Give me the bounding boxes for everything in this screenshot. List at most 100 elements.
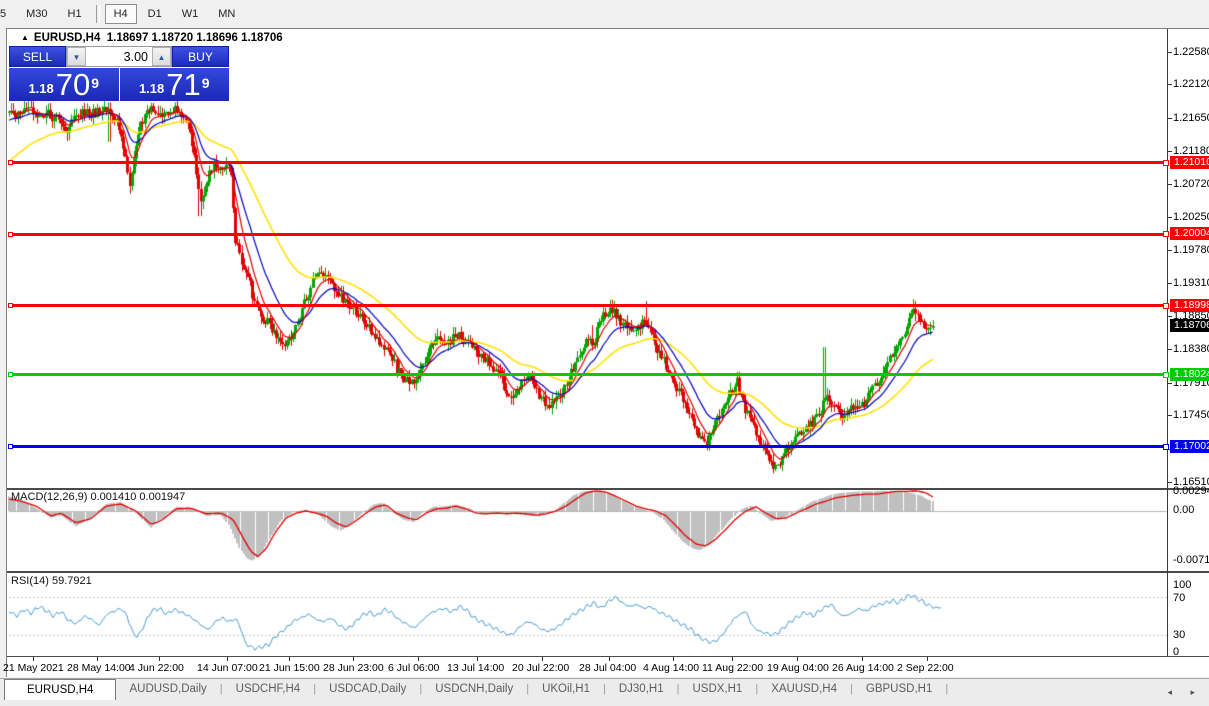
time-axis-tick [927, 657, 928, 661]
price-scale-label: 1.20720 [1173, 178, 1209, 190]
chart-tab-eurusd[interactable]: EURUSD,H4 [4, 679, 117, 700]
price-scale-tick [1167, 118, 1172, 119]
buy-price-pips: 71 [166, 67, 201, 102]
one-click-trading-panel: SELL ▼ ▲ BUY 1.18 70 9 1.18 71 9 [9, 46, 229, 101]
chart-tab-usdx[interactable]: USDX,H1 [692, 683, 743, 695]
timeframe-button-m30[interactable]: M30 [26, 7, 48, 20]
price-chart-canvas[interactable] [8, 30, 1209, 657]
volume-increase-button[interactable]: ▲ [152, 47, 171, 66]
level-1.21010-axis-handle [1163, 160, 1169, 166]
price-scale-tick [1167, 283, 1172, 284]
timeframe-button-h1[interactable]: H1 [67, 7, 82, 20]
line-handle-icon[interactable] [8, 444, 13, 449]
horizontal-level-line-1.20004[interactable] [9, 233, 1167, 236]
price-scale-tick [1167, 316, 1172, 317]
time-axis-label: 4 Jun 22:00 [129, 662, 184, 674]
line-handle-icon[interactable] [8, 372, 13, 377]
price-scale-label: 1.22120 [1173, 78, 1209, 90]
timeframe-button-d1[interactable]: D1 [147, 7, 162, 20]
price-scale-tick [1167, 52, 1172, 53]
macd-scale-zero: 0.00 [1173, 504, 1195, 516]
sell-price-display[interactable]: 1.18 70 9 [9, 68, 119, 101]
time-axis-tick [542, 657, 543, 661]
chart-tab-gbpusd[interactable]: GBPUSD,H1 [865, 683, 933, 695]
level-1.18024-axis-label: 1.18024 [1170, 368, 1209, 381]
chart-tab-ukoil[interactable]: UKOil,H1 [542, 683, 590, 695]
chart-tab-dj30[interactable]: DJ30,H1 [618, 683, 664, 695]
timeframe-button-h4[interactable]: H4 [104, 3, 137, 24]
tab-divider: | [526, 683, 530, 695]
time-axis-label: 20 Jul 22:00 [512, 662, 570, 674]
buy-price-figure: 1.18 [138, 81, 165, 96]
chart-tab-xauusd[interactable]: XAUUSD,H4 [771, 683, 838, 695]
tab-divider: | [313, 683, 317, 695]
time-axis-tick [289, 657, 290, 661]
time-axis-label: 4 Aug 14:00 [643, 662, 700, 674]
price-scale-label: 1.20250 [1173, 211, 1209, 223]
horizontal-level-line-1.18998[interactable] [9, 304, 1167, 307]
chart-tab-usdcad[interactable]: USDCAD,Daily [329, 683, 407, 695]
price-scale-tick [1167, 151, 1172, 152]
collapse-triangle-icon[interactable]: ▲ [21, 33, 29, 42]
time-axis-tick [353, 657, 354, 661]
timeframe-button-5[interactable]: 5 [0, 7, 7, 20]
timeframe-button-mn[interactable]: MN [218, 7, 236, 20]
line-handle-icon[interactable] [8, 160, 13, 165]
price-scale-label: 1.19780 [1173, 244, 1209, 256]
time-axis-label: 11 Aug 22:00 [702, 662, 764, 674]
tab-scroll-arrows[interactable]: ◂ ▸ [1167, 687, 1203, 697]
time-axis-label: 28 May 14:00 [67, 662, 131, 674]
symbol-title: EURUSD,H4 [33, 32, 101, 44]
rsi-scale-label-100: 100 [1173, 579, 1192, 591]
buy-price-point: 9 [201, 75, 210, 91]
chart-tab-audusd[interactable]: AUDUSD,Daily [129, 683, 207, 695]
price-scale-tick [1167, 184, 1172, 185]
time-axis-tick [732, 657, 733, 661]
level-1.18024-axis-handle [1163, 372, 1169, 378]
price-scale-tick [1167, 349, 1172, 350]
time-axis-tick [97, 657, 98, 661]
chart-tab-usdcnh[interactable]: USDCNH,Daily [435, 683, 514, 695]
sell-button[interactable]: SELL [9, 46, 66, 67]
horizontal-level-line-1.17002[interactable] [9, 445, 1167, 448]
price-scale-divider [1167, 29, 1168, 656]
price-scale-tick [1167, 482, 1172, 483]
tab-divider: | [676, 683, 680, 695]
line-handle-icon[interactable] [8, 232, 13, 237]
volume-decrease-button[interactable]: ▼ [67, 47, 86, 66]
time-axis-label: 6 Jul 06:00 [388, 662, 440, 674]
sell-price-pips: 70 [55, 67, 91, 102]
level-1.17002-axis-handle [1163, 444, 1169, 450]
horizontal-level-line-1.18024[interactable] [9, 373, 1167, 376]
toolbar-separator [95, 4, 100, 23]
time-axis-tick [673, 657, 674, 661]
price-scale-label: 1.17450 [1173, 409, 1209, 421]
timeframe-button-w1[interactable]: W1 [181, 7, 199, 20]
chart-window: ▲ EURUSD,H4 1.18697 1.18720 1.18696 1.187… [3, 28, 1209, 677]
buy-price-display[interactable]: 1.18 71 9 [119, 67, 229, 102]
ohlc-values: 1.18697 1.18720 1.18696 1.18706 [106, 32, 283, 44]
time-axis-label: 28 Jul 04:00 [579, 662, 637, 674]
chart-tab-usdchf[interactable]: USDCHF,H4 [235, 683, 301, 695]
rsi-indicator-label: RSI(14) 59.7921 [11, 575, 92, 587]
price-scale-label: 1.16510 [1173, 476, 1209, 488]
current-price-axis-label: 1.18706 [1170, 319, 1209, 332]
macd-panel-separator[interactable] [7, 488, 1209, 490]
time-axis-tick [862, 657, 863, 661]
price-scale-label: 1.21180 [1173, 145, 1209, 157]
time-axis-label: 19 Aug 04:00 [767, 662, 829, 674]
price-scale-tick [1167, 449, 1172, 450]
horizontal-level-line-1.21010[interactable] [9, 161, 1167, 164]
line-handle-icon[interactable] [8, 303, 13, 308]
price-scale-tick [1167, 415, 1172, 416]
level-1.21010-axis-label: 1.21010 [1170, 156, 1209, 169]
sell-price-point: 9 [91, 75, 100, 91]
volume-input[interactable] [86, 47, 152, 66]
buy-button[interactable]: BUY [172, 46, 229, 67]
price-scale-tick [1167, 383, 1172, 384]
price-scale-label: 1.22580 [1173, 46, 1209, 58]
time-axis-tick [159, 657, 160, 661]
rsi-scale-label-30: 30 [1173, 629, 1186, 641]
rsi-panel-separator[interactable] [7, 571, 1209, 573]
time-axis-tick [418, 657, 419, 661]
